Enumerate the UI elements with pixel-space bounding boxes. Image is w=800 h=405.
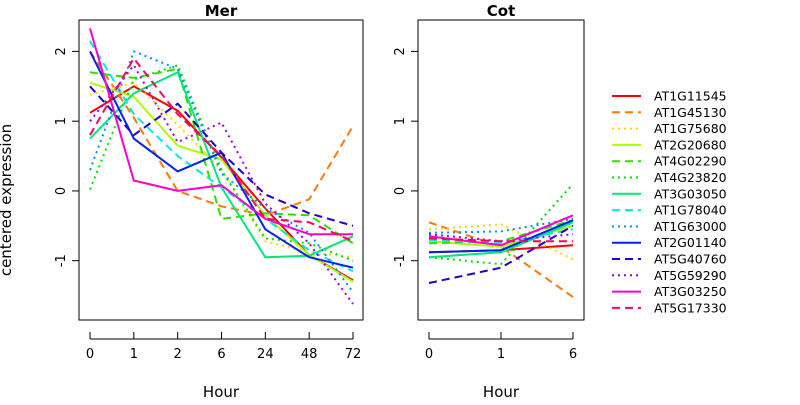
legend-label: AT3G03050 [654,186,727,201]
x-axis-title-mer: Hour [203,383,240,400]
y-tick-label-cot: 1 [393,117,408,125]
panel-mer: Mer Hour 2 1 0 -1 0 1 2 6 24 48 72 [54,2,364,401]
panel-cot: Cot Hour 2 1 0 -1 0 1 6 [393,2,585,401]
plot-frame-cot [417,19,585,321]
x-tick-label-mer: 2 [174,347,182,362]
legend-label: AT2G20680 [654,137,727,152]
legend-label: AT5G17330 [654,300,727,315]
series-line-at1g45130 [428,221,574,298]
legend-label: AT5G59290 [654,268,727,283]
x-tick-label-mer: 72 [345,347,362,362]
series-line-at4g23820 [428,183,574,266]
panel-title-cot: Cot [487,2,515,20]
y-tick-label-mer: 1 [54,117,69,125]
y-tick-label-mer: 0 [54,187,69,195]
x-axis-cot: 0 1 6 [425,332,577,362]
series-line-at5g40760 [89,85,354,227]
series-line-at1g75680 [428,223,574,261]
x-tick-label-mer: 48 [301,347,318,362]
y-axis-cot: 2 1 0 -1 [393,47,418,267]
legend-label: AT1G45130 [654,105,727,120]
x-tick-label-mer: 6 [217,347,225,362]
series-line-at3g03250 [89,28,353,236]
y-axis-mer: 2 1 0 -1 [54,47,79,267]
series-line-at1g63000 [428,217,574,234]
x-tick-label-cot: 0 [425,347,433,362]
legend-label: AT1G11545 [654,89,727,104]
series-line-at1g63000 [89,50,354,293]
y-tick-label-cot: 2 [393,47,408,55]
series-line-at5g17330 [428,237,573,243]
x-tick-label-mer: 0 [86,347,94,362]
x-tick-label-cot: 6 [569,347,577,362]
legend-label: AT2G01140 [654,235,727,250]
series-line-at3g03250 [428,214,574,247]
y-axis-title: centered expression [0,124,15,276]
legend-label: AT1G78040 [654,203,727,218]
legend-label: AT1G63000 [654,219,727,234]
panel-title-mer: Mer [205,2,238,20]
series-line-at5g17330 [89,57,354,243]
y-tick-label-cot: -1 [393,254,408,267]
legend-label: AT3G03250 [654,284,727,299]
series-line-at1g78040 [89,40,354,273]
series-group-cot [428,183,574,298]
x-tick-label-mer: 24 [257,347,274,362]
legend-label: AT1G75680 [654,121,727,136]
x-axis-mer: 0 1 2 6 24 48 72 [86,332,361,362]
series-line-at1g78040 [428,228,574,245]
series-line-at1g45130 [89,50,354,217]
series-line-at1g11545 [89,85,354,282]
y-tick-label-mer: -1 [54,254,69,267]
series-line-at4g23820 [89,64,354,262]
series-group-mer [89,28,354,305]
x-axis-title-cot: Hour [483,383,520,400]
series-line-at2g01140 [428,219,574,254]
x-tick-label-mer: 1 [130,347,138,362]
plot-frame-mer [78,19,364,321]
legend-label: AT5G40760 [654,252,727,267]
legend-label: AT4G23820 [654,170,727,185]
legend-label: AT4G02290 [654,154,727,169]
series-line-at3g03050 [428,221,574,259]
series-line-at1g75680 [89,81,354,259]
y-tick-label-mer: 2 [54,47,69,55]
y-tick-label-cot: 0 [393,187,408,195]
x-tick-label-cot: 1 [497,347,505,362]
series-line-at4g02290 [89,67,354,245]
